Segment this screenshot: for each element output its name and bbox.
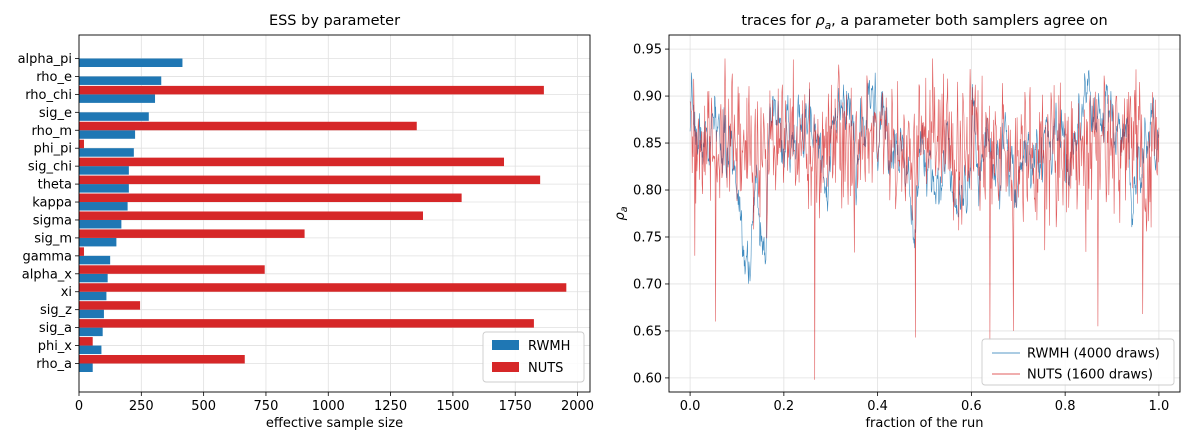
- y-tick-label: sig_e: [39, 106, 72, 121]
- bar-nuts-phi-x: [79, 337, 93, 346]
- chart-title-suffix: , a parameter both samplers agree on: [831, 13, 1108, 29]
- trace-line-chart: 0.0 0.2 0.4 0.6 0.8 1.0 0.60 0.65 0.70 0.75 0.80 0.…: [613, 13, 1181, 431]
- chart-title-symbol: ρ: [815, 13, 825, 29]
- bar-rwmh-sig-z: [79, 309, 104, 319]
- chart-title: traces for ρa, a parameter both samplers…: [741, 13, 1107, 32]
- x-tick-label: 500: [191, 399, 216, 414]
- y-tick-label: rho_m: [32, 124, 72, 139]
- x-tick-label: 1.0: [1149, 399, 1170, 414]
- legend-label-nuts: NUTS: [528, 361, 563, 376]
- y-tick-label: sig_chi: [28, 160, 72, 175]
- bar-rwmh-sig-e: [79, 112, 149, 121]
- bar-nuts-xi: [79, 283, 567, 292]
- bar-rwmh-kappa: [79, 202, 128, 211]
- y-tick-label: alpha_x: [22, 267, 73, 282]
- bar-nuts-sig-a: [79, 319, 534, 328]
- bar-rwmh-theta: [79, 184, 129, 193]
- bar-rwmh-xi: [79, 291, 107, 301]
- y-tick-label: 0.80: [633, 184, 662, 199]
- y-tick-label: 0.90: [633, 90, 662, 105]
- y-tick-label: rho_e: [36, 70, 72, 85]
- bar-nuts-sigma: [79, 211, 423, 220]
- x-tick-label: 0: [75, 399, 83, 414]
- x-tick-label: 0.2: [774, 399, 795, 414]
- x-tick-label: 1250: [374, 399, 407, 414]
- bar-nuts-rho-m: [79, 121, 417, 131]
- y-tick-label: 0.85: [633, 137, 662, 152]
- y-tick-label: rho_chi: [25, 88, 72, 103]
- bar-nuts-sig-chi: [79, 157, 505, 167]
- y-tick-label: phi_x: [38, 339, 73, 354]
- y-tick-label: alpha_pi: [18, 52, 72, 67]
- bar-rwmh-sig-m: [79, 237, 117, 247]
- y-tick-label: 0.60: [633, 371, 662, 386]
- bar-nuts-sig-z: [79, 301, 141, 310]
- y-tick-label: rho_a: [36, 357, 72, 372]
- chart-title: ESS by parameter: [269, 13, 400, 29]
- x-tick-label: 2000: [561, 399, 594, 414]
- bar-rwmh-rho-chi: [79, 94, 156, 103]
- x-tick-label: 0.8: [1055, 399, 1076, 414]
- bar-nuts-rho-chi: [79, 85, 544, 95]
- x-tick-label: 1750: [499, 399, 532, 414]
- bar-rwmh-sigma: [79, 219, 122, 229]
- legend-label-nuts: NUTS (1600 draws): [1027, 368, 1153, 383]
- y-tick-label: sig_z: [40, 303, 72, 318]
- y-tick-label: sig_m: [34, 231, 72, 246]
- y-tick-label: gamma: [22, 249, 72, 264]
- x-axis-label: effective sample size: [266, 416, 403, 431]
- y-tick-label: 0.65: [633, 324, 662, 339]
- bar-nuts-kappa: [79, 193, 462, 203]
- bar-nuts-phi-pi: [79, 139, 84, 149]
- x-tick-label: 0.0: [680, 399, 701, 414]
- y-tick-label: phi_pi: [34, 142, 72, 157]
- legend-swatch-nuts: [492, 362, 519, 372]
- bar-nuts-rho-a: [79, 355, 245, 364]
- y-axis-label-symbol: ρ: [613, 212, 628, 221]
- x-tick-label: 1000: [312, 399, 345, 414]
- bar-nuts-alpha-x: [79, 265, 265, 274]
- ess-bar-chart: 0 250 500 750 1000 1250 1500 1750 2000 rho_a phi_x…: [18, 13, 594, 431]
- bar-nuts-gamma: [79, 247, 84, 256]
- x-tick-label: 250: [129, 399, 154, 414]
- x-axis-label: fraction of the run: [865, 416, 983, 431]
- x-tick-label: 0.4: [867, 399, 888, 414]
- bar-nuts-sig-m: [79, 229, 305, 238]
- bar-rwmh-sig-chi: [79, 166, 129, 175]
- y-tick-label: kappa: [32, 196, 72, 211]
- y-tick-label: sig_a: [39, 321, 72, 336]
- legend-swatch-rwmh: [492, 340, 519, 350]
- x-tick-label: 750: [254, 399, 279, 414]
- bar-rwmh-rho-e: [79, 76, 162, 85]
- y-tick-label: 0.70: [633, 277, 662, 292]
- bar-rwmh-rho-m: [79, 130, 136, 139]
- chart-title-prefix: traces for: [741, 13, 815, 29]
- bar-rwmh-rho-a: [79, 363, 93, 372]
- y-tick-label: 0.75: [633, 230, 662, 245]
- y-tick-label: 0.95: [633, 43, 662, 58]
- trace-line-nuts: [689, 58, 1160, 380]
- bar-rwmh-alpha-x: [79, 273, 108, 283]
- legend-label-rwmh: RWMH (4000 draws): [1027, 347, 1160, 362]
- y-tick-label: sigma: [33, 213, 72, 228]
- legend-label-rwmh: RWMH: [528, 339, 570, 354]
- y-tick-label: theta: [38, 178, 72, 193]
- plot-frame: [78, 34, 591, 393]
- bar-rwmh-phi-pi: [79, 148, 134, 157]
- x-tick-label: 1500: [436, 399, 469, 414]
- chart-title-subscript: a: [825, 20, 831, 32]
- y-axis-label-subscript: a: [619, 206, 630, 212]
- y-tick-label: xi: [61, 285, 72, 300]
- bar-rwmh-sig-a: [79, 327, 103, 337]
- bar-rwmh-phi-x: [79, 345, 102, 355]
- plot-frame: [668, 34, 1181, 393]
- x-tick-label: 0.6: [961, 399, 982, 414]
- y-axis-label: ρa: [613, 206, 630, 220]
- legend-box: [981, 338, 1175, 386]
- bar-rwmh-gamma: [79, 255, 111, 265]
- bar-rwmh-alpha-pi: [79, 58, 183, 67]
- bar-nuts-theta: [79, 175, 541, 185]
